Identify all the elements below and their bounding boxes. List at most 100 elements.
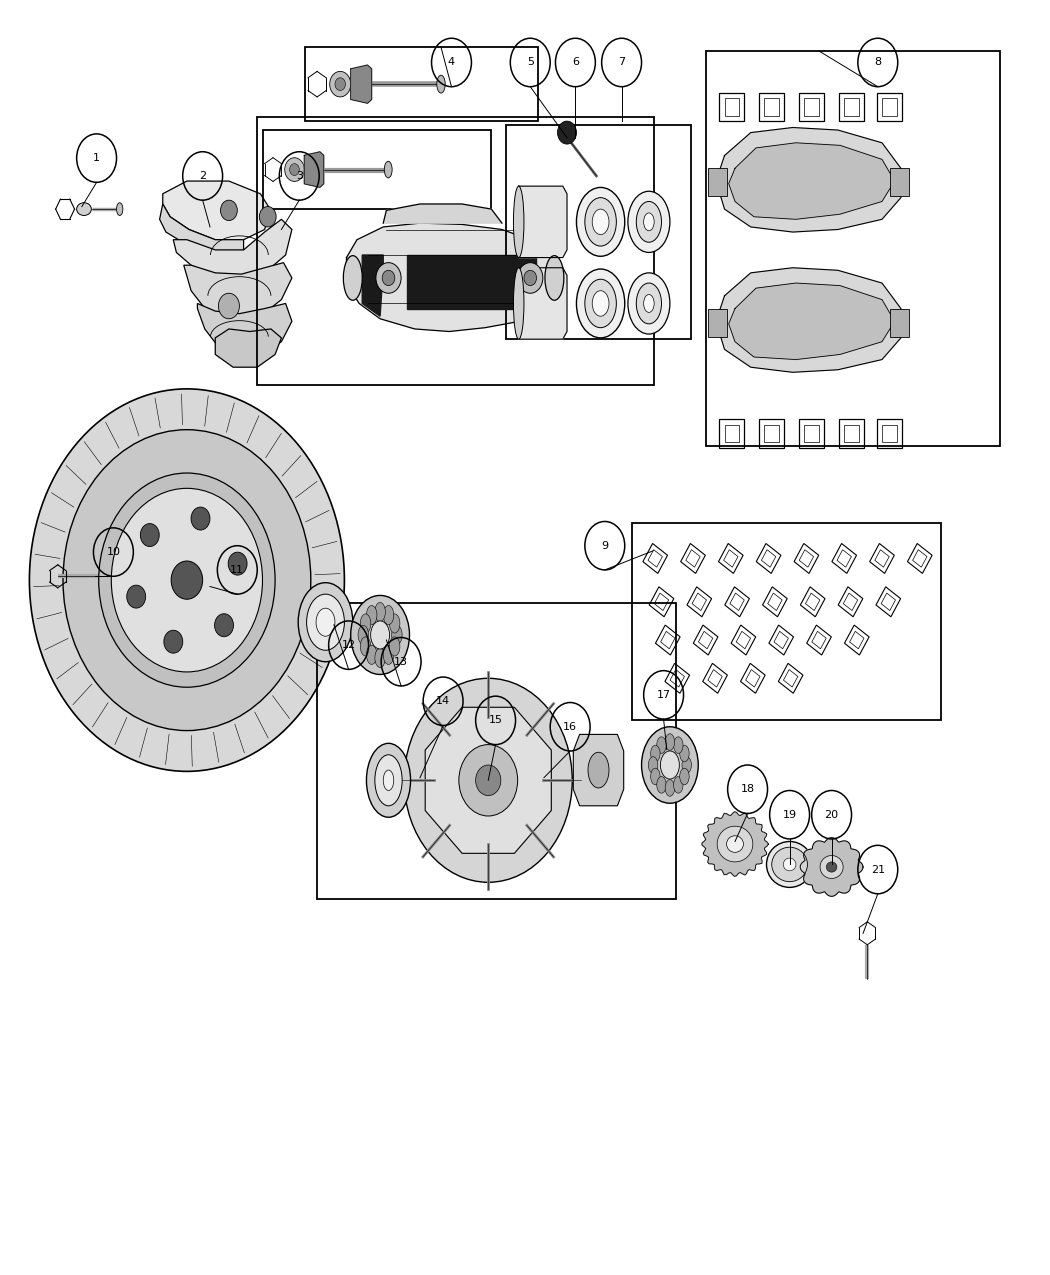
Circle shape (111, 488, 262, 672)
Ellipse shape (375, 603, 385, 622)
Circle shape (330, 71, 351, 97)
Bar (844, 425, 859, 442)
Circle shape (558, 121, 576, 144)
Circle shape (63, 430, 311, 731)
Bar (844, 98, 859, 116)
Bar (839, 419, 864, 448)
Bar (304, 47, 538, 121)
Text: 15: 15 (488, 715, 503, 725)
Ellipse shape (366, 645, 377, 664)
Polygon shape (425, 708, 551, 853)
Circle shape (376, 263, 401, 293)
Ellipse shape (360, 636, 371, 655)
Ellipse shape (717, 826, 753, 862)
Text: 20: 20 (824, 810, 839, 820)
Circle shape (191, 507, 210, 530)
Ellipse shape (351, 595, 410, 674)
Ellipse shape (642, 727, 698, 803)
Ellipse shape (679, 768, 689, 785)
Bar (882, 98, 897, 116)
Circle shape (518, 263, 543, 293)
Ellipse shape (383, 645, 394, 664)
Polygon shape (346, 223, 562, 332)
Ellipse shape (366, 743, 411, 817)
Circle shape (99, 473, 275, 687)
Ellipse shape (644, 213, 654, 231)
Bar (799, 93, 824, 121)
Polygon shape (215, 329, 281, 367)
Circle shape (127, 585, 146, 608)
Circle shape (459, 745, 518, 816)
Text: 18: 18 (740, 784, 755, 794)
Bar (882, 425, 897, 442)
Circle shape (404, 678, 572, 882)
Circle shape (285, 158, 304, 181)
Text: 4: 4 (448, 57, 455, 68)
Polygon shape (351, 65, 372, 103)
Polygon shape (519, 186, 567, 258)
Circle shape (259, 207, 276, 227)
Polygon shape (716, 128, 901, 232)
Ellipse shape (390, 636, 400, 655)
Polygon shape (160, 204, 244, 255)
Ellipse shape (375, 755, 402, 806)
Ellipse shape (576, 187, 625, 256)
Ellipse shape (77, 203, 91, 215)
Circle shape (220, 200, 237, 221)
Polygon shape (362, 255, 383, 316)
Ellipse shape (649, 756, 657, 773)
Polygon shape (173, 219, 292, 278)
Bar (877, 419, 902, 448)
Bar (877, 93, 902, 121)
Ellipse shape (383, 606, 394, 625)
Ellipse shape (674, 776, 684, 793)
Ellipse shape (545, 255, 564, 300)
Ellipse shape (651, 768, 660, 785)
Bar (719, 419, 744, 448)
Text: 7: 7 (618, 57, 625, 68)
Ellipse shape (636, 201, 662, 242)
Text: 9: 9 (602, 541, 608, 551)
Ellipse shape (371, 621, 390, 649)
Polygon shape (729, 143, 895, 219)
Ellipse shape (585, 198, 616, 246)
Circle shape (171, 561, 203, 599)
Polygon shape (716, 268, 901, 372)
Text: 14: 14 (436, 696, 450, 706)
Ellipse shape (366, 606, 377, 625)
Bar (257, 117, 654, 385)
Ellipse shape (343, 255, 362, 300)
Ellipse shape (628, 191, 670, 252)
Ellipse shape (316, 608, 335, 636)
Text: 19: 19 (782, 810, 797, 820)
Ellipse shape (298, 583, 353, 662)
Bar (719, 93, 744, 121)
Text: 6: 6 (572, 57, 579, 68)
Ellipse shape (636, 283, 662, 324)
Ellipse shape (766, 842, 813, 887)
Ellipse shape (117, 203, 123, 215)
Text: 2: 2 (200, 171, 206, 181)
Text: 11: 11 (230, 565, 245, 575)
Polygon shape (383, 204, 502, 223)
Ellipse shape (585, 279, 616, 328)
Ellipse shape (628, 273, 670, 334)
Bar (317, 603, 676, 899)
Ellipse shape (644, 295, 654, 312)
Ellipse shape (392, 626, 402, 645)
Polygon shape (800, 838, 863, 896)
Circle shape (335, 78, 345, 91)
Circle shape (524, 270, 537, 286)
Ellipse shape (384, 161, 392, 179)
Ellipse shape (657, 737, 667, 754)
Bar (804, 98, 819, 116)
Circle shape (164, 630, 183, 653)
Bar (804, 425, 819, 442)
Ellipse shape (592, 209, 609, 235)
Polygon shape (163, 181, 271, 240)
Text: 3: 3 (296, 171, 302, 181)
Text: 16: 16 (563, 722, 578, 732)
Ellipse shape (772, 848, 807, 882)
Ellipse shape (592, 291, 609, 316)
Ellipse shape (437, 75, 445, 93)
